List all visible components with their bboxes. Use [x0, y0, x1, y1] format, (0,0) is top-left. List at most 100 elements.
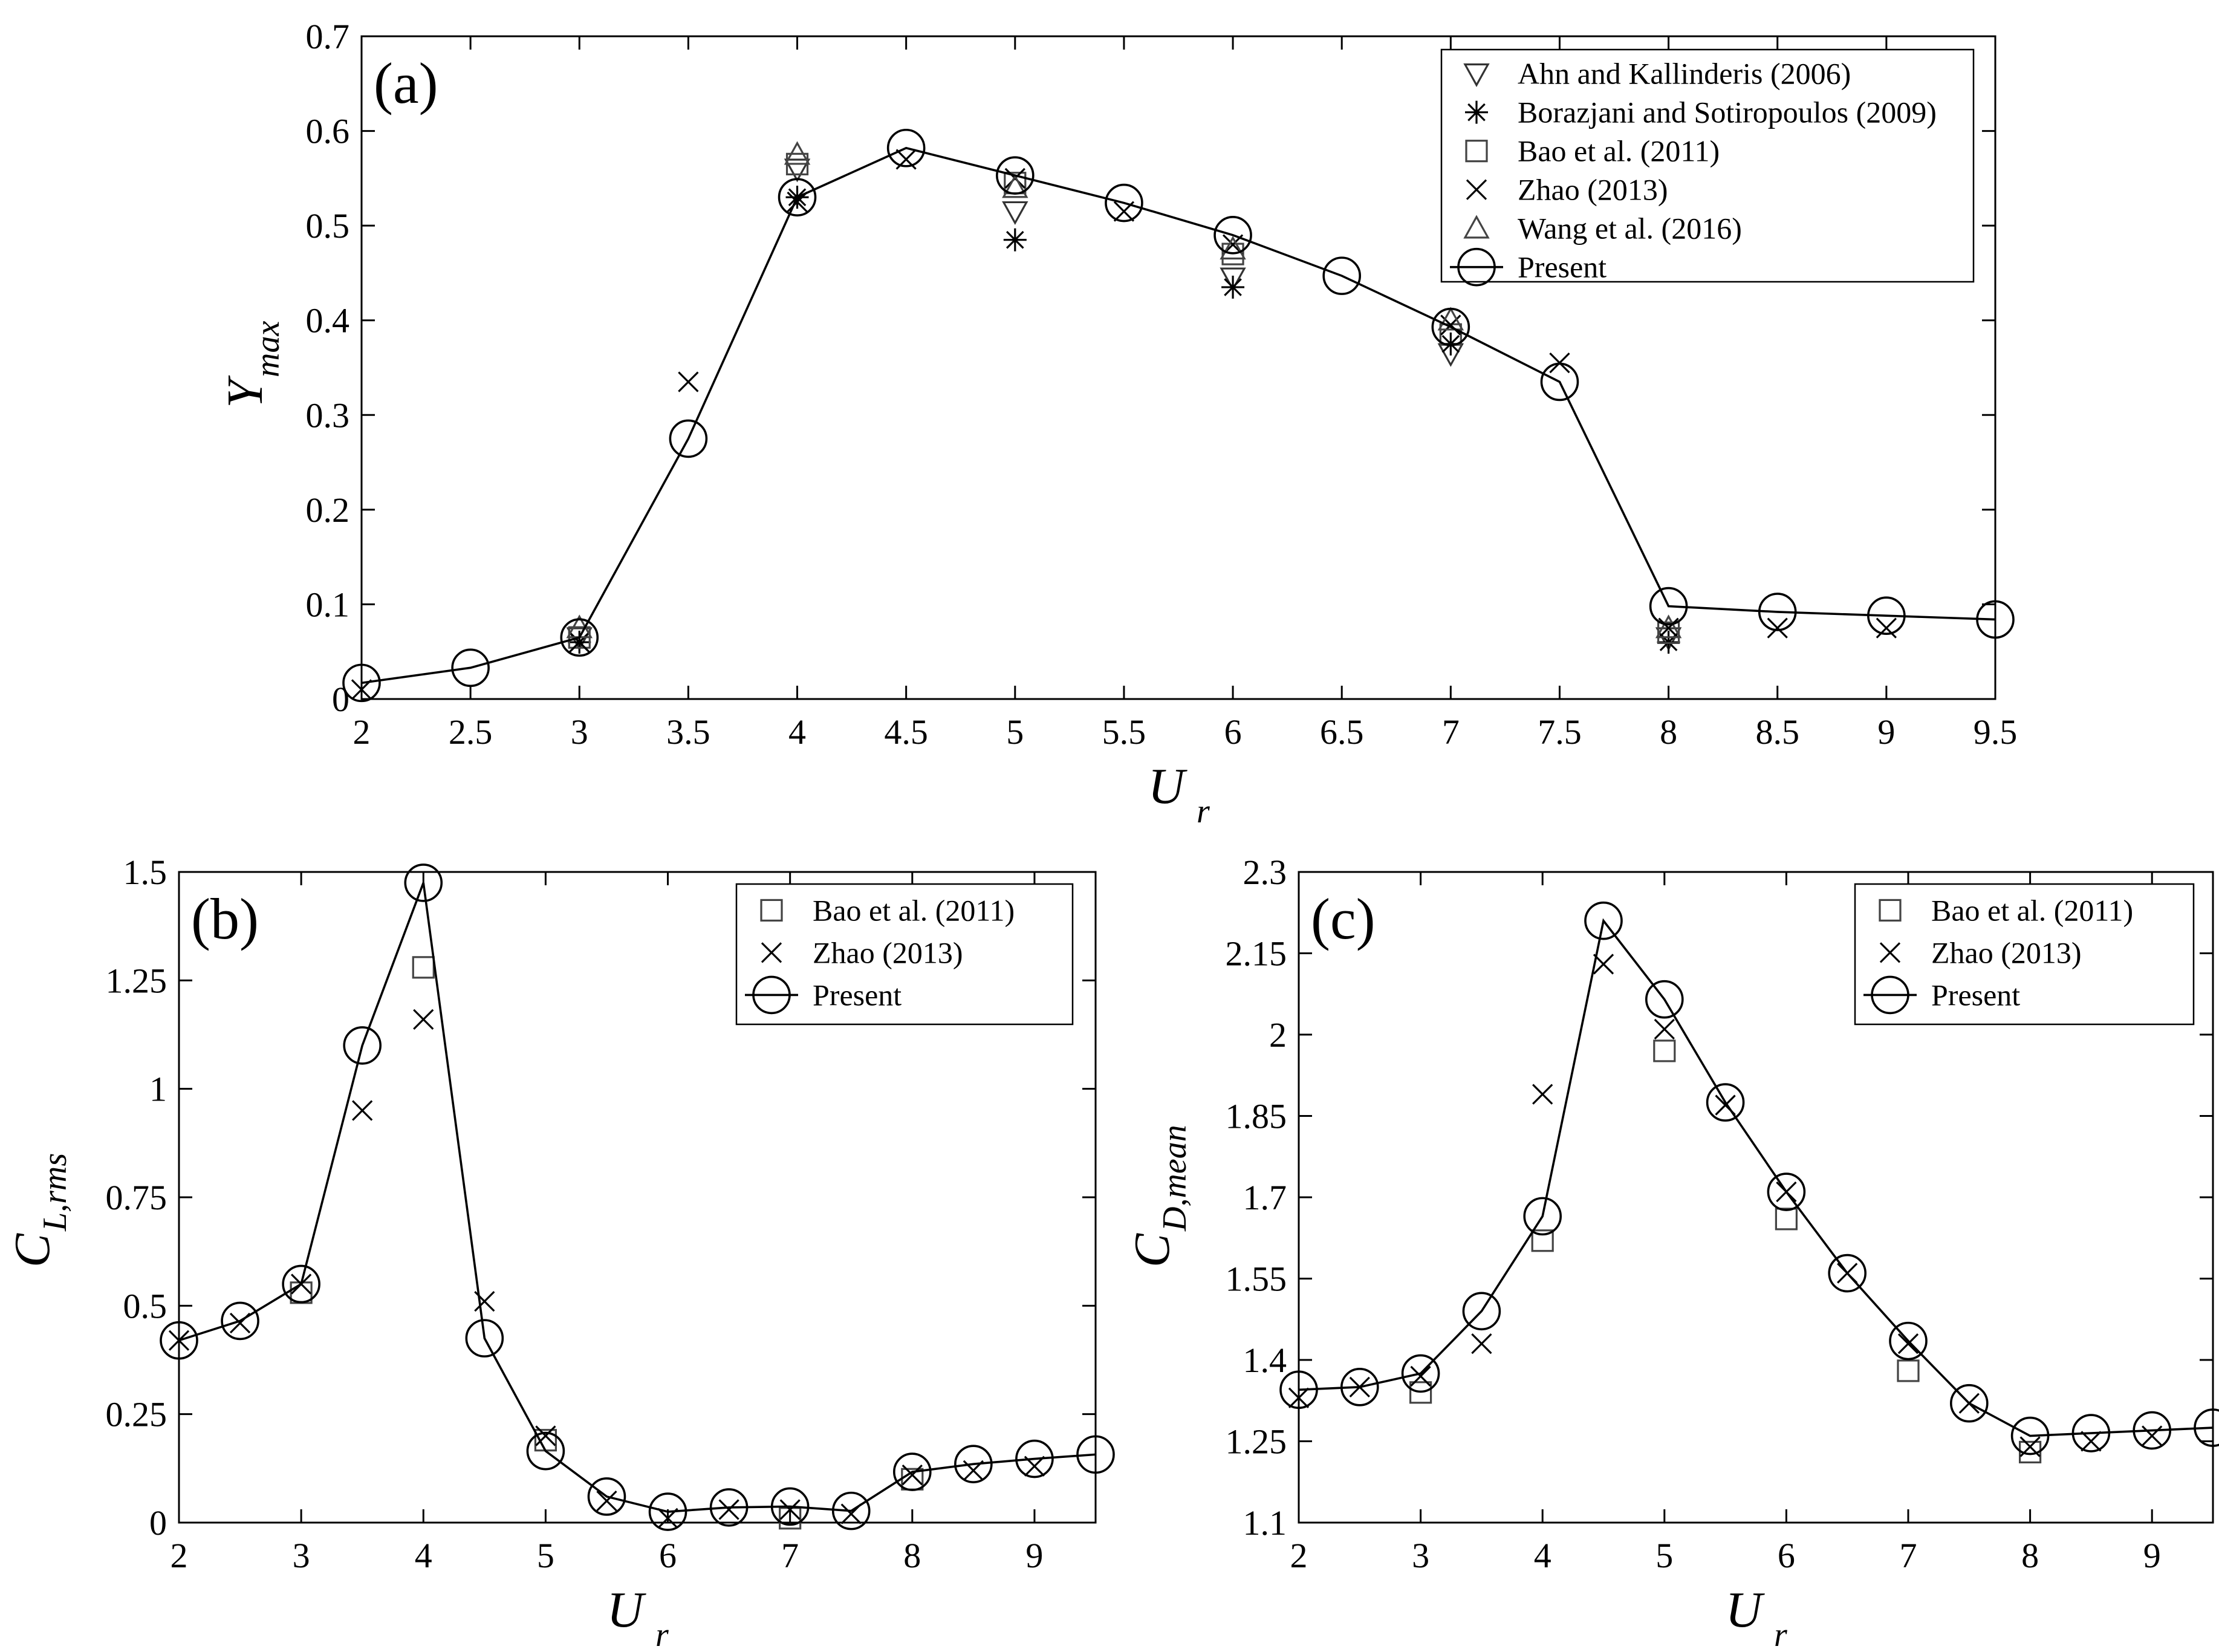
data-point: [352, 1100, 373, 1121]
legend-label: Present: [813, 978, 902, 1012]
data-point: [1540, 362, 1579, 402]
data-point: [2010, 1416, 2050, 1455]
y-axis-title-subscript: L,rms: [36, 1153, 74, 1232]
data-point: [893, 1452, 932, 1491]
data-point: [678, 371, 699, 392]
x-tick-label: 6.5: [1320, 712, 1364, 752]
series-bao-et-al-2011-: [1409, 1039, 2042, 1464]
data-point: [1322, 256, 1361, 295]
data-point: [1213, 215, 1252, 255]
y-axis-title-group: CD,mean: [1124, 1125, 1194, 1267]
legend-marker: [1871, 975, 1909, 1015]
y-tick-label: 0.25: [106, 1395, 167, 1434]
x-tick-label: 4: [1534, 1536, 1551, 1575]
legend-marker: [1465, 100, 1488, 124]
x-tick-label: 2: [171, 1536, 188, 1575]
legend-item: Zhao (2013): [761, 935, 963, 969]
data-point: [1758, 593, 1797, 631]
data-point: [1220, 235, 1246, 260]
x-tick-label: 4: [415, 1536, 432, 1575]
data-point: [1645, 980, 1684, 1019]
data-point: [778, 178, 817, 216]
legend-label: Bao et al. (2011): [1518, 134, 1720, 168]
data-point: [1004, 167, 1025, 189]
data-point: [1002, 201, 1028, 225]
legend-item: Present: [1863, 975, 2020, 1015]
legend-box: [735, 883, 1074, 1026]
data-point: [831, 1491, 871, 1530]
x-tick-label: 4.5: [884, 712, 928, 752]
data-point: [343, 1026, 382, 1065]
x-tick-label: 3: [293, 1536, 310, 1575]
legend-box: [1854, 883, 2195, 1026]
y-axis-title-subscript: D,mean: [1156, 1125, 1194, 1232]
data-point: [1657, 621, 1680, 645]
x-axis-title: U: [1726, 1582, 1766, 1638]
legend: Bao et al. (2011) Zhao (2013) Present: [1854, 883, 2195, 1026]
series-line: [361, 146, 1996, 685]
data-point: [2019, 1440, 2042, 1464]
data-point: [1976, 600, 2015, 639]
data-point: [902, 1464, 923, 1486]
x-tick-label: 5: [537, 1536, 554, 1575]
data-point: [1431, 307, 1470, 346]
data-point: [465, 1319, 504, 1358]
legend-label: Bao et al. (2011): [1931, 893, 2133, 927]
y-tick-label: 0.5: [123, 1286, 167, 1325]
legend-marker: [1463, 63, 1490, 87]
data-point: [1002, 174, 1028, 198]
data-point: [451, 648, 490, 688]
y-tick-label: 2.3: [1243, 853, 1287, 892]
legend-label: Present: [1518, 250, 1607, 284]
legend-item: Bao et al. (2011): [1879, 893, 2133, 927]
series-present: [160, 863, 1115, 1531]
y-axis-title: C: [4, 1233, 60, 1267]
y-tick-label: 0: [149, 1503, 167, 1543]
legend-item: Zhao (2013): [1879, 935, 2082, 969]
legend: Ahn and Kallinderis (2006) Borazjani and …: [1440, 48, 1975, 287]
data-point: [718, 1499, 739, 1520]
data-point: [1410, 1365, 1431, 1387]
y-tick-label: 1.55: [1226, 1260, 1287, 1299]
x-tick-label: 2: [353, 712, 371, 752]
data-point: [1649, 587, 1688, 626]
data-point: [779, 1507, 802, 1530]
legend-item: Ahn and Kallinderis (2006): [1463, 57, 1851, 91]
x-tick-label: 9: [2143, 1536, 2161, 1575]
data-point: [560, 618, 599, 657]
y-tick-label: 0.5: [306, 206, 350, 246]
y-tick-label: 1.5: [123, 853, 167, 892]
data-point: [1828, 1254, 1866, 1293]
data-point: [787, 191, 808, 213]
data-point: [1401, 1354, 1440, 1393]
series-present: [1279, 901, 2219, 1455]
x-tick-label: 8: [1660, 712, 1677, 752]
series-zhao-2013-: [1288, 954, 2163, 1457]
data-point: [709, 1488, 749, 1527]
y-axis-title: C: [1124, 1233, 1180, 1267]
series-present: [342, 128, 2015, 703]
data-point: [1889, 1321, 1928, 1361]
y-tick-label: 1.4: [1243, 1341, 1287, 1380]
y-tick-label: 0.3: [306, 395, 350, 435]
data-point: [412, 956, 435, 979]
x-tick-label: 8: [2021, 1536, 2039, 1575]
legend-label: Bao et al. (2011): [813, 893, 1015, 927]
data-point: [1462, 1292, 1501, 1331]
data-point: [282, 1264, 320, 1304]
legend-item: Zhao (2013): [1466, 173, 1668, 207]
data-point: [1950, 1384, 1989, 1423]
chart-panel-a: 2 2.5 3 3.5 4 4.5 5 5.5 6 6.5 7 7.5 8 8.5 9 9.5 0 0.1 0.2 0…: [217, 17, 2017, 830]
x-tick-label: 9.5: [1974, 712, 2018, 752]
x-axis-title: U: [1148, 758, 1188, 815]
x-tick-label: 7: [781, 1536, 799, 1575]
data-point: [1015, 1439, 1054, 1478]
legend-item: Wang et al. (2016): [1463, 212, 1742, 246]
y-axis-title-group: CL,rms: [4, 1153, 74, 1267]
data-point: [1471, 1333, 1492, 1354]
x-tick-label: 6: [1778, 1536, 1795, 1575]
data-point: [404, 863, 443, 902]
legend-item: Present: [745, 975, 902, 1015]
x-tick-label: 7: [1442, 712, 1460, 752]
data-point: [535, 1425, 556, 1446]
